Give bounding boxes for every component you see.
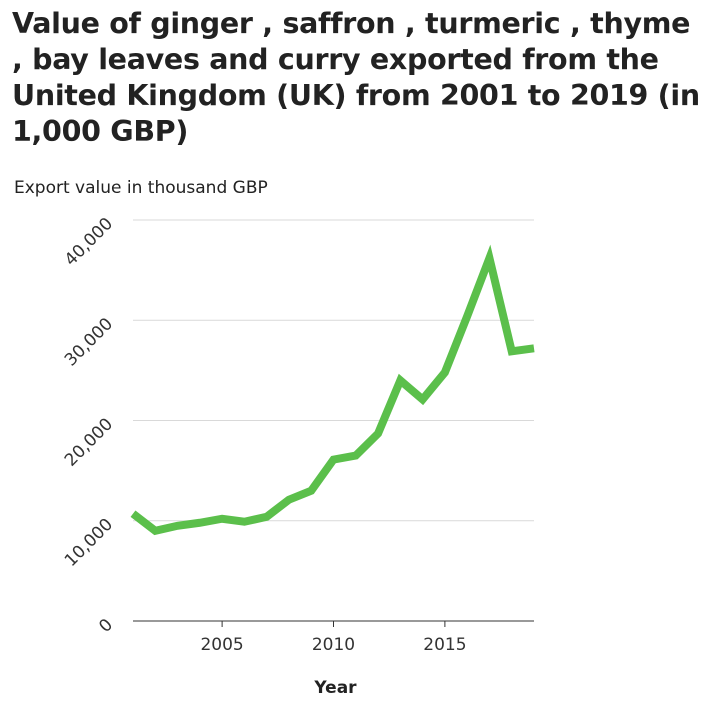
y-tick-label: 30,000 xyxy=(61,314,117,370)
x-tick-label: 2005 xyxy=(200,635,243,655)
y-tick-label: 0 xyxy=(95,615,117,637)
y-tick-label: 20,000 xyxy=(61,414,117,470)
y-axis-label: Export value in thousand GBP xyxy=(14,178,268,198)
data-point xyxy=(177,525,178,526)
data-point xyxy=(133,513,134,514)
data-point xyxy=(333,459,334,460)
data-point xyxy=(400,380,401,381)
x-axis-title: Year xyxy=(313,678,357,698)
data-point xyxy=(511,351,512,352)
series-line-0 xyxy=(130,244,535,536)
x-tick-label: 2015 xyxy=(423,635,466,655)
data-point xyxy=(422,399,423,400)
data-point xyxy=(311,490,312,491)
data-point xyxy=(155,530,156,531)
chart-title: Value of ginger , saffron , turmeric , t… xyxy=(12,7,700,148)
series-group xyxy=(130,244,535,536)
data-point xyxy=(378,433,379,434)
data-point xyxy=(355,455,356,456)
data-point xyxy=(199,522,200,523)
gridlines xyxy=(133,219,534,622)
x-tick-label: 2010 xyxy=(312,635,355,655)
y-tick-label: 10,000 xyxy=(61,515,117,571)
data-point xyxy=(489,258,490,259)
y-axis-ticks: 0 10,000 20,000 30,000 40,000 xyxy=(61,214,117,637)
data-point xyxy=(534,348,535,349)
data-point xyxy=(244,521,245,522)
data-point xyxy=(266,516,267,517)
x-axis-ticks: 2005 2010 2015 xyxy=(133,620,534,655)
data-point xyxy=(288,499,289,500)
data-point xyxy=(467,316,468,317)
data-point xyxy=(222,518,223,519)
data-point xyxy=(444,372,445,373)
y-tick-label: 40,000 xyxy=(61,214,117,270)
